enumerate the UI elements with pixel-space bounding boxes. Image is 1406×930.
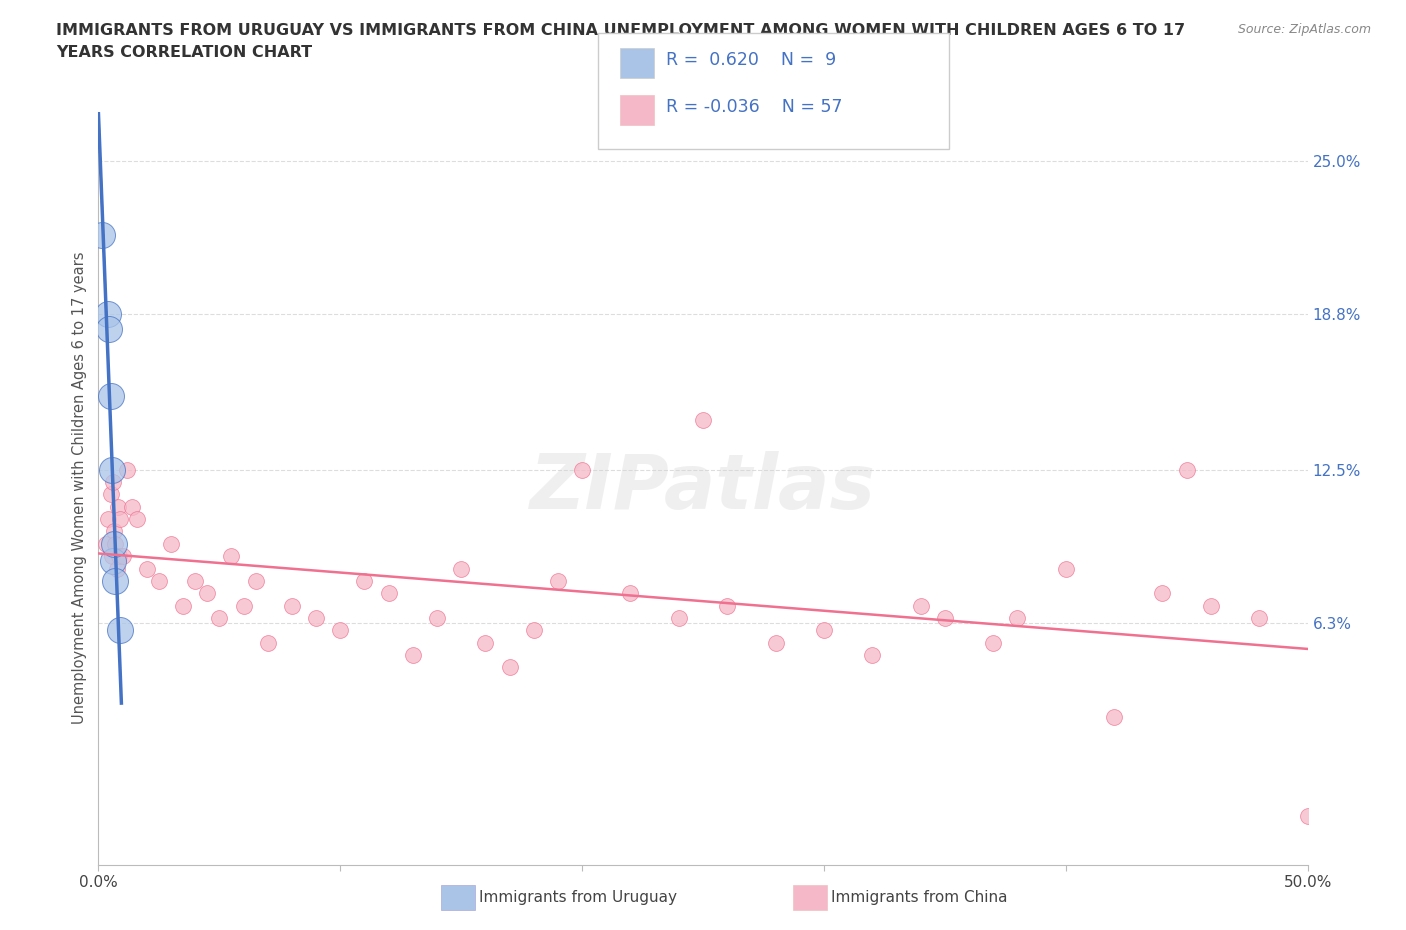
Point [135, 561, 157, 576]
Point [105, 561, 128, 576]
Point [474, 635, 496, 650]
Point [100, 549, 122, 564]
Point [377, 586, 399, 601]
Text: ZIPatlas: ZIPatlas [530, 451, 876, 525]
Point [221, 549, 243, 564]
Point [305, 610, 328, 625]
Point [619, 586, 641, 601]
Point [1102, 710, 1125, 724]
Point [97, 512, 120, 526]
Point [281, 598, 304, 613]
Point [813, 623, 835, 638]
Point [523, 623, 546, 638]
Point [450, 561, 472, 576]
Point [160, 537, 183, 551]
Text: Immigrants from Uruguay: Immigrants from Uruguay [479, 890, 678, 905]
Point [103, 524, 125, 538]
Point [94, 537, 117, 551]
Point [100, 388, 122, 403]
Point [716, 598, 738, 613]
Point [402, 647, 425, 662]
Point [860, 647, 883, 662]
Point [1199, 598, 1222, 613]
Point [571, 462, 593, 477]
Point [1296, 808, 1319, 823]
Point [97, 307, 120, 322]
Point [127, 512, 149, 526]
Point [98, 322, 121, 337]
Point [547, 574, 569, 589]
Point [498, 660, 520, 675]
Point [172, 598, 194, 613]
Text: R =  0.620    N =  9: R = 0.620 N = 9 [666, 51, 837, 70]
Point [1249, 610, 1271, 625]
Point [353, 574, 375, 589]
Text: IMMIGRANTS FROM URUGUAY VS IMMIGRANTS FROM CHINA UNEMPLOYMENT AMONG WOMEN WITH C: IMMIGRANTS FROM URUGUAY VS IMMIGRANTS FR… [56, 23, 1185, 38]
Text: Source: ZipAtlas.com: Source: ZipAtlas.com [1237, 23, 1371, 36]
Point [108, 623, 131, 638]
Y-axis label: Unemployment Among Women with Children Ages 6 to 17 years: Unemployment Among Women with Children A… [72, 252, 87, 724]
Point [121, 499, 143, 514]
Point [426, 610, 449, 625]
Point [981, 635, 1004, 650]
Point [100, 487, 122, 502]
Point [101, 474, 124, 489]
Point [232, 598, 254, 613]
Point [668, 610, 690, 625]
Point [108, 549, 131, 564]
Point [1175, 462, 1198, 477]
Point [692, 413, 714, 428]
Point [256, 635, 278, 650]
Point [117, 462, 139, 477]
Point [104, 537, 127, 551]
Point [108, 512, 131, 526]
Point [1054, 561, 1077, 576]
Text: R = -0.036    N = 57: R = -0.036 N = 57 [666, 98, 844, 116]
Point [208, 610, 231, 625]
Point [245, 574, 267, 589]
Text: Immigrants from China: Immigrants from China [831, 890, 1008, 905]
Point [104, 574, 127, 589]
Point [107, 499, 129, 514]
Point [103, 537, 125, 551]
Point [195, 586, 218, 601]
Point [765, 635, 787, 650]
Text: YEARS CORRELATION CHART: YEARS CORRELATION CHART [56, 45, 312, 60]
Point [111, 549, 134, 564]
Point [1007, 610, 1029, 625]
Point [100, 462, 122, 477]
Point [148, 574, 170, 589]
Point [1152, 586, 1174, 601]
Point [910, 598, 932, 613]
Point [329, 623, 352, 638]
Point [101, 553, 124, 568]
Point [934, 610, 956, 625]
Point [91, 228, 114, 243]
Point [184, 574, 207, 589]
